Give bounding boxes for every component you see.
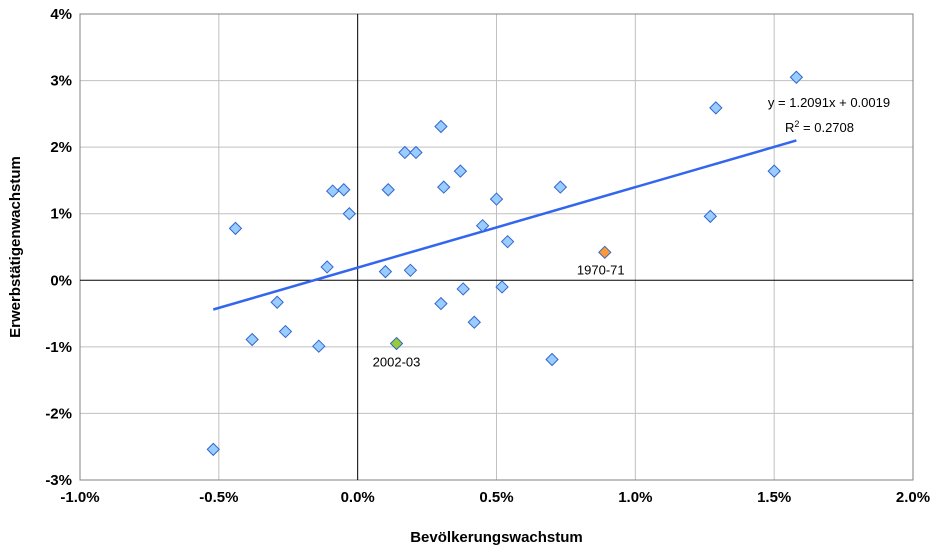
- trendline-equation: y = 1.2091x + 0.0019: [768, 95, 890, 110]
- data-point: [403, 263, 418, 278]
- data-point: [703, 209, 718, 224]
- data-point: [337, 183, 351, 197]
- data-point: [475, 218, 490, 233]
- data-point: [434, 296, 448, 311]
- x-axis-title: Bevölkerungswachstum: [410, 529, 583, 546]
- data-point: [709, 101, 723, 115]
- data-point: [245, 332, 259, 347]
- r-squared-value: = 0.2708: [799, 120, 854, 135]
- y-tick-label: -1%: [45, 339, 72, 356]
- data-point: [545, 352, 559, 367]
- x-tick-label: 1.0%: [618, 489, 652, 506]
- gridlines: [80, 14, 913, 480]
- tick-labels: -1.0% -0.5% 0.0% 0.5% 1.0% 1.5% 2.0% -3% -2% -1% 0…: [45, 6, 930, 506]
- data-point: [409, 145, 423, 160]
- data-point: [489, 192, 504, 206]
- data-point: [398, 145, 412, 160]
- data-point: [456, 282, 470, 296]
- plot-area-border: [79, 13, 914, 481]
- data-point: [320, 260, 334, 274]
- data-point: [495, 280, 509, 294]
- annotation-2002-03: 2002-03: [373, 355, 421, 370]
- data-point: [325, 184, 340, 198]
- data-point: [434, 119, 448, 134]
- x-tick-label: 0.5%: [479, 489, 513, 506]
- x-tick-label: 1.5%: [757, 489, 791, 506]
- y-tick-label: 3%: [50, 73, 72, 90]
- data-point: [437, 180, 451, 194]
- y-tick-label: 1%: [50, 206, 72, 223]
- y-tick-label: 4%: [50, 6, 72, 23]
- data-point: [312, 339, 326, 353]
- x-tick-label: 2.0%: [896, 489, 930, 506]
- data-point: [270, 295, 284, 309]
- data-point: [767, 164, 781, 178]
- r-squared-exponent: 2: [794, 119, 799, 129]
- x-tick-label: -0.5%: [199, 489, 238, 506]
- highlight-point: [598, 245, 612, 260]
- r-squared-symbol: R: [785, 120, 794, 135]
- highlight-point: [389, 336, 404, 351]
- data-points: [206, 70, 804, 457]
- data-point: [789, 70, 804, 84]
- zero-axes: [80, 14, 913, 480]
- annotation-1970-71: 1970-71: [577, 262, 625, 277]
- data-point: [206, 442, 220, 457]
- y-tick-label: -2%: [45, 405, 72, 422]
- trendline-line: [212, 139, 797, 311]
- x-tick-label: 0.0%: [341, 489, 375, 506]
- data-point: [381, 183, 395, 197]
- data-point: [453, 164, 468, 178]
- y-axis-title: Erwerbstätigenwachstum: [7, 156, 24, 338]
- data-point: [500, 234, 515, 249]
- data-point: [553, 180, 568, 194]
- data-point: [378, 264, 393, 279]
- x-tick-label: -1.0%: [60, 489, 99, 506]
- r-squared-label: R2 = 0.2708: [785, 119, 854, 135]
- y-tick-label: 2%: [50, 139, 72, 156]
- data-point: [342, 207, 357, 221]
- data-point: [278, 324, 293, 339]
- data-point: [228, 221, 243, 236]
- y-tick-label: -3%: [45, 472, 72, 489]
- trendline: [212, 139, 797, 311]
- y-tick-label: 0%: [50, 272, 72, 289]
- data-point: [467, 315, 481, 329]
